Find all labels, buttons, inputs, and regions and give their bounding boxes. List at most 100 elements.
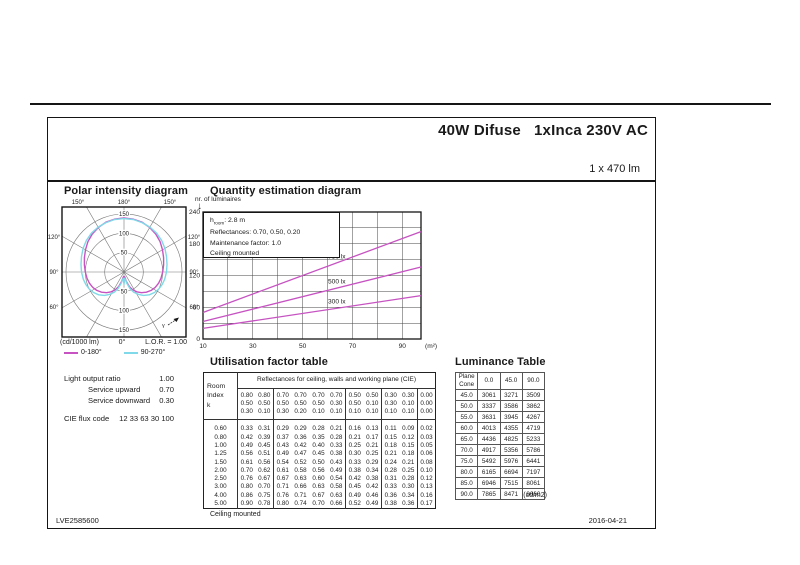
uf-data-row: 1.50 0.61 0.56 0.54 0.52 0.50 0.43 0.33 0.29 0.24…	[203, 458, 436, 467]
uf-value-cell: 0.45	[348, 483, 361, 491]
uf-band-row: 0.80 0.50 0.30 0.80 0.50 0.10 0.70 0.50 0.30 0.70…	[204, 388, 436, 420]
uf-value-cell: 0.54	[276, 458, 289, 466]
uf-value-cell: 0.25	[348, 441, 361, 449]
uf-value-cell: 0.28	[399, 474, 418, 484]
uf-value-cell: 0.63	[327, 491, 346, 500]
utilisation-table-title: Utilisation factor table	[210, 356, 328, 368]
uf-band-cell: 0.70 0.30 0.10	[327, 388, 346, 420]
lum-value-cell: 6694	[499, 466, 523, 478]
polar-ring-label: 150	[119, 328, 130, 334]
polar-angle-label: 120°	[48, 235, 61, 241]
qed-annotation-line: hroom: 2.8 m	[210, 216, 246, 225]
uf-value-cell: 0.30	[348, 450, 361, 458]
lum-value-cell: 4355	[499, 422, 523, 434]
polar-ring-label: 100	[119, 231, 130, 237]
polar-intensity-chart: 50 50 100 100 150 150 150° 180° 150° 120° 120° 90° 9…	[48, 200, 201, 338]
uf-value-cell: 0.35	[312, 433, 325, 441]
lum-data-row: 70.0 4917 5356 5786	[454, 444, 546, 456]
lum-value-cell: 8061	[521, 477, 546, 489]
uf-value-cell: 0.86	[240, 491, 253, 499]
lum-value-cell: 5356	[499, 444, 523, 456]
uf-value-cell: 0.40	[312, 441, 325, 449]
polar-legend-item: 0-180°	[64, 349, 102, 356]
polar-grid-radial	[123, 235, 186, 273]
uf-band-cell: 0.00 0.00 0.00	[417, 388, 436, 420]
polar-angle-label: 180°	[118, 200, 131, 206]
qed-annotation-line: Ceiling mounted	[210, 250, 260, 258]
uf-value-cell: 0.33	[327, 441, 346, 450]
photometric-label: Service upward	[88, 385, 141, 394]
uf-value-cell: 0.33	[348, 458, 361, 466]
uf-band-cell: 0.50 0.10 0.10	[363, 388, 382, 420]
uf-value-cell: 0.02	[420, 425, 433, 433]
cie-flux-label: CIE flux code	[64, 414, 110, 423]
photometric-value: 1.00	[159, 374, 174, 383]
uf-spacer-row	[203, 419, 436, 425]
product-title: 40W Difuse 1xInca 230V AC	[438, 122, 648, 139]
lum-header-row: Plane Cone 0.0 45.0 90.0	[454, 372, 546, 390]
uf-value-cell: 0.36	[399, 499, 418, 509]
uf-value-cell: 0.15	[384, 433, 397, 441]
lum-value-cell: 3586	[499, 400, 523, 412]
uf-value-cell: 0.75	[255, 491, 274, 500]
qed-y-tick: 60	[193, 304, 201, 311]
uf-room-index: 5.00	[203, 499, 238, 509]
uf-value-cell: 0.49	[348, 491, 361, 499]
lum-data-row: 75.0 5492 5976 6441	[454, 455, 546, 467]
polar-ring-label: 150	[119, 212, 130, 218]
utilisation-factor-table: Room Index k Reflectances for ceiling, wall…	[203, 372, 436, 509]
lum-data-row: 55.0 3631 3945 4267	[454, 411, 546, 423]
lum-data-row: 65.0 4436 4825 5233	[454, 433, 546, 445]
photometric-row: Light output ratio 1.00	[64, 373, 174, 384]
polar-ring-label: 50	[121, 251, 128, 257]
uf-value-cell: 0.63	[294, 475, 307, 483]
document-date: 2016-04-21	[588, 516, 627, 525]
uf-value-cell: 0.67	[312, 491, 325, 499]
uf-value-cell: 0.47	[294, 450, 307, 458]
polar-legend: 0-180° 90-270°	[64, 349, 199, 356]
uf-value-cell: 0.74	[294, 499, 307, 507]
lum-plane-header: 0.0	[477, 372, 501, 390]
uf-band-cell: 0.80 0.50 0.30	[237, 388, 256, 420]
polar-angle-label: 60°	[49, 305, 59, 311]
cie-flux-row: CIE flux code 12 33 63 30 100	[64, 413, 174, 424]
qed-y-tick: 0	[196, 336, 200, 343]
lum-value-cell: 3862	[521, 400, 546, 412]
lumen-output: 1 x 470 lm	[589, 163, 640, 175]
lum-corner-cell: Plane Cone	[454, 372, 479, 390]
photometric-row: Service downward 0.30	[64, 395, 174, 406]
lum-data-row: 60.0 4013 4355 4719	[454, 422, 546, 434]
lum-value-cell: 4013	[477, 422, 501, 434]
uf-room-index: 1.50	[203, 458, 238, 467]
uf-header-row: Room Index k Reflectances for ceiling, wall…	[203, 372, 436, 420]
polar-unit-label: (cd/1000 lm)	[60, 339, 99, 346]
uf-value-cell: 0.28	[312, 425, 325, 433]
legend-label: 0-180°	[81, 349, 102, 356]
polar-grid-radial	[86, 271, 125, 337]
uf-value-cell: 0.54	[327, 474, 346, 484]
uf-value-cell: 0.42	[348, 475, 361, 483]
uf-value-cell: 0.28	[327, 433, 346, 442]
uf-value-cell: 0.37	[276, 433, 289, 441]
polar-ring-label: 50	[121, 289, 128, 295]
lum-value-cell: 7197	[521, 466, 546, 478]
lum-data-row: 45.0 3061 3271 3509	[454, 389, 546, 401]
legend-color-swatch	[64, 351, 78, 354]
qed-x-tick: 50	[299, 343, 307, 350]
uf-room-index: 1.00	[203, 441, 238, 450]
uf-data-row: 0.80 0.42 0.39 0.37 0.36 0.35 0.28 0.21 0.17 0.15…	[203, 433, 436, 442]
lum-data-row: 50.0 3337 3586 3862	[454, 400, 546, 412]
uf-data-row: 2.00 0.70 0.62 0.61 0.58 0.56 0.49 0.38 0.34 0.28…	[203, 466, 436, 475]
quantity-diagram-title: Quantity estimation diagram	[210, 185, 362, 197]
uf-value-cell: 0.62	[255, 466, 274, 475]
uf-value-cell: 0.24	[384, 458, 397, 466]
lum-cone-angle: 80.0	[454, 466, 479, 478]
uf-band-cell: 0.50 0.50 0.10	[345, 388, 364, 420]
uf-room-index: 4.00	[203, 491, 238, 500]
polar-angle-label: 150°	[72, 200, 85, 206]
polar-angle-label: 150°	[164, 200, 177, 206]
lum-value-cell: 3337	[477, 400, 501, 412]
uf-value-cell: 0.34	[363, 466, 382, 475]
polar-grid-radial	[123, 207, 162, 273]
lum-data-row: 85.0 6946 7515 8061	[454, 477, 546, 489]
